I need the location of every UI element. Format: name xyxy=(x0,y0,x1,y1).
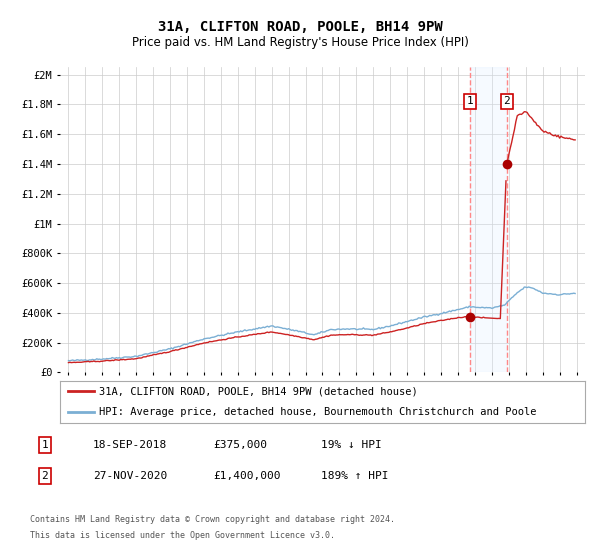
Text: HPI: Average price, detached house, Bournemouth Christchurch and Poole: HPI: Average price, detached house, Bour… xyxy=(100,407,537,417)
Text: Contains HM Land Registry data © Crown copyright and database right 2024.: Contains HM Land Registry data © Crown c… xyxy=(30,515,395,524)
Text: Price paid vs. HM Land Registry's House Price Index (HPI): Price paid vs. HM Land Registry's House … xyxy=(131,36,469,49)
Text: 1: 1 xyxy=(467,96,473,106)
Text: £375,000: £375,000 xyxy=(213,440,267,450)
Text: This data is licensed under the Open Government Licence v3.0.: This data is licensed under the Open Gov… xyxy=(30,531,335,540)
Bar xyxy=(470,67,506,372)
Text: 19% ↓ HPI: 19% ↓ HPI xyxy=(321,440,382,450)
Text: 2: 2 xyxy=(41,471,49,481)
Text: 31A, CLIFTON ROAD, POOLE, BH14 9PW (detached house): 31A, CLIFTON ROAD, POOLE, BH14 9PW (deta… xyxy=(100,386,418,396)
Text: 18-SEP-2018: 18-SEP-2018 xyxy=(93,440,167,450)
Text: 27-NOV-2020: 27-NOV-2020 xyxy=(93,471,167,481)
Text: £1,400,000: £1,400,000 xyxy=(213,471,281,481)
Text: 2: 2 xyxy=(503,96,510,106)
Text: 1: 1 xyxy=(41,440,49,450)
Text: 189% ↑ HPI: 189% ↑ HPI xyxy=(321,471,389,481)
Text: 31A, CLIFTON ROAD, POOLE, BH14 9PW: 31A, CLIFTON ROAD, POOLE, BH14 9PW xyxy=(158,20,442,34)
